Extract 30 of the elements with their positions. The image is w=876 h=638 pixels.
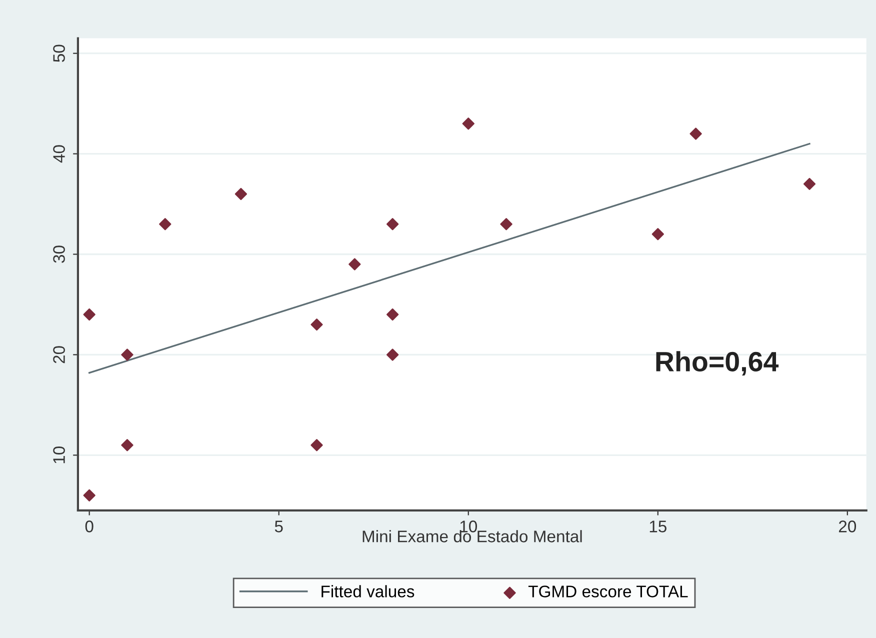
point bbox=[652, 228, 664, 240]
point bbox=[159, 218, 172, 230]
point bbox=[348, 258, 361, 270]
point bbox=[83, 489, 96, 502]
legend-label: TGMD escore TOTAL bbox=[528, 586, 688, 598]
point bbox=[386, 218, 399, 230]
point bbox=[310, 439, 323, 452]
x-tick-label: 10 bbox=[460, 520, 477, 532]
point bbox=[500, 218, 512, 230]
x-tick-label: 5 bbox=[274, 520, 283, 532]
point bbox=[386, 308, 399, 321]
legend-label: Fitted values bbox=[322, 585, 414, 598]
y-tick-label: 10 bbox=[53, 446, 65, 464]
point bbox=[83, 308, 96, 321]
annotation: Rho=0,64 bbox=[656, 351, 779, 376]
x-tick-label: 20 bbox=[838, 520, 856, 532]
point bbox=[690, 128, 702, 140]
point bbox=[234, 188, 248, 200]
y-tick-label: 30 bbox=[53, 246, 65, 263]
point bbox=[386, 348, 399, 361]
y-tick-label: 40 bbox=[53, 145, 65, 163]
point bbox=[121, 439, 134, 452]
y-tick-label: 50 bbox=[53, 44, 65, 62]
x-tick-label: 0 bbox=[85, 520, 94, 532]
point bbox=[462, 118, 474, 130]
point bbox=[121, 348, 134, 361]
point bbox=[803, 178, 816, 190]
x-tick-label: 15 bbox=[650, 520, 666, 532]
point bbox=[310, 318, 323, 331]
y-tick-label: 20 bbox=[53, 346, 65, 364]
